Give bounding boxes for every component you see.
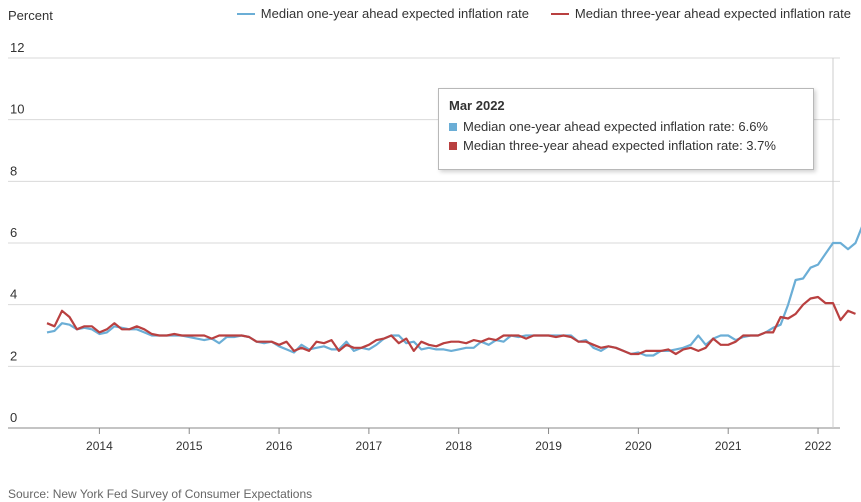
x-tick-label-2018: 2018 xyxy=(445,439,472,453)
legend-swatch-three-year xyxy=(550,12,569,15)
y-tick-label-8: 8 xyxy=(10,163,17,178)
source-note: Source: New York Fed Survey of Consumer … xyxy=(8,487,313,501)
y-tick-label-6: 6 xyxy=(10,225,17,240)
y-tick-label-12: 12 xyxy=(10,40,24,55)
tooltip-title: Mar 2022 xyxy=(449,98,505,113)
series-line-three-year xyxy=(46,295,856,356)
tooltip-row-one-year: Median one-year ahead expected inflation… xyxy=(449,119,803,134)
x-tick-label-2020: 2020 xyxy=(625,439,652,453)
y-tick-label-4: 4 xyxy=(10,287,17,302)
tooltip-swatch-three-year xyxy=(449,141,457,150)
tooltip-text-one-year: Median one-year ahead expected inflation… xyxy=(463,119,768,134)
x-tick-label-2016: 2016 xyxy=(266,439,293,453)
legend: Median one-year ahead expected inflation… xyxy=(236,6,851,21)
tooltip-text-three-year: Median three-year ahead expected inflati… xyxy=(463,138,776,153)
x-tick-label-2021: 2021 xyxy=(715,439,742,453)
x-tick-label-2014: 2014 xyxy=(86,439,113,453)
x-tick-label-2015: 2015 xyxy=(176,439,203,453)
legend-swatch-one-year xyxy=(236,12,255,15)
y-tick-label-10: 10 xyxy=(10,102,24,117)
x-tick-label-2019: 2019 xyxy=(535,439,562,453)
legend-item-three-year[interactable]: Median three-year ahead expected inflati… xyxy=(550,6,851,21)
legend-label-three-year: Median three-year ahead expected inflati… xyxy=(574,6,851,21)
y-axis-label: Percent xyxy=(8,8,53,23)
y-tick-label-2: 2 xyxy=(10,348,17,363)
legend-item-one-year[interactable]: Median one-year ahead expected inflation… xyxy=(236,6,529,21)
x-tick-label-2017: 2017 xyxy=(356,439,383,453)
y-tick-label-0: 0 xyxy=(10,410,17,425)
tooltip-swatch-one-year xyxy=(449,122,457,131)
x-tick-label-2022: 2022 xyxy=(805,439,832,453)
legend-label-one-year: Median one-year ahead expected inflation… xyxy=(260,6,529,21)
tooltip: Mar 2022 Median one-year ahead expected … xyxy=(438,88,814,170)
tooltip-row-three-year: Median three-year ahead expected inflati… xyxy=(449,138,803,153)
